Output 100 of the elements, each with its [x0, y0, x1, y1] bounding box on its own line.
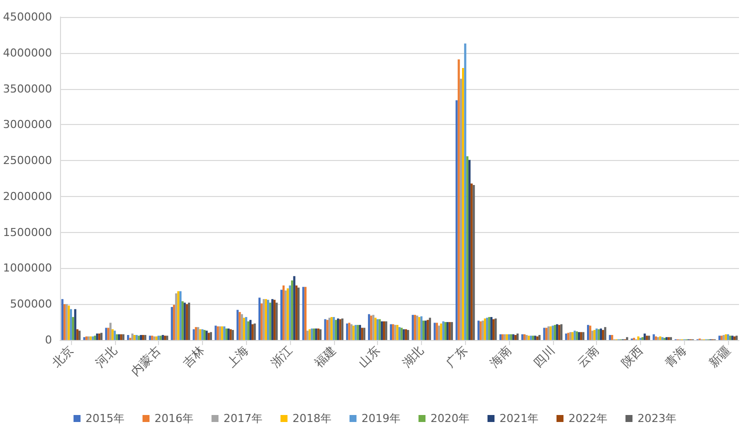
bar — [245, 317, 248, 340]
x-tick-label: 青海 — [662, 343, 690, 370]
bar — [247, 321, 250, 340]
bar — [282, 285, 285, 340]
y-tick-label: 0 — [45, 334, 52, 346]
x-tick-label: 山东 — [356, 343, 383, 370]
y-tick-label: 1500000 — [3, 226, 52, 239]
bar — [602, 330, 604, 340]
x-tick-label: 云南 — [574, 343, 602, 370]
bar — [249, 320, 252, 340]
legend-label: 2017年 — [224, 412, 263, 425]
bar — [468, 160, 471, 340]
bar — [319, 329, 322, 340]
bar — [236, 310, 239, 340]
bar — [499, 334, 502, 340]
bar — [269, 302, 272, 340]
bar — [586, 324, 590, 340]
bar — [484, 318, 486, 340]
y-tick-label: 2000000 — [3, 190, 52, 203]
bar — [532, 336, 534, 340]
bar — [442, 321, 444, 340]
bar — [554, 324, 556, 340]
bar — [172, 304, 176, 340]
bar — [334, 320, 338, 340]
bar — [258, 298, 261, 340]
bar — [74, 309, 76, 340]
bar — [192, 329, 195, 340]
bar — [218, 326, 222, 340]
bar — [358, 324, 362, 340]
bar — [140, 334, 142, 340]
bar — [382, 321, 386, 340]
bar — [271, 299, 274, 340]
bar — [460, 78, 462, 340]
bar — [611, 334, 614, 340]
bar — [733, 336, 736, 340]
bar — [280, 290, 282, 340]
y-tick-label: 3000000 — [3, 118, 52, 132]
bar — [492, 319, 495, 340]
bar — [368, 314, 370, 340]
bar — [438, 326, 440, 340]
bar — [656, 337, 660, 340]
x-tick-label: 陕西 — [618, 343, 646, 370]
bar — [494, 318, 497, 340]
bar — [227, 328, 230, 340]
bar — [385, 321, 388, 340]
bar — [291, 280, 294, 340]
bar — [406, 330, 410, 340]
bar — [422, 320, 425, 340]
bar — [72, 317, 74, 340]
bar — [462, 68, 464, 340]
x-tick-label: 海南 — [487, 343, 514, 370]
bar — [726, 334, 730, 340]
bar — [293, 276, 296, 340]
legend-label: 2021年 — [499, 412, 538, 425]
bar — [242, 318, 246, 340]
x-tick-label: 福建 — [312, 343, 339, 370]
bar — [374, 318, 377, 340]
legend-label: 2022年 — [568, 412, 608, 425]
bar — [604, 327, 606, 340]
bar — [593, 330, 596, 340]
bar — [312, 328, 316, 340]
bar — [131, 334, 134, 340]
bar — [157, 336, 160, 340]
bar — [264, 299, 268, 340]
bar — [547, 326, 550, 340]
bar — [295, 285, 298, 340]
x-tick-label: 河北 — [92, 343, 120, 370]
bar — [508, 334, 510, 340]
bar — [164, 336, 166, 340]
y-tick-label: 1000000 — [3, 262, 52, 275]
bar — [591, 330, 594, 340]
legend-label: 2018年 — [292, 412, 332, 425]
bar — [267, 300, 270, 340]
bar — [328, 318, 331, 340]
bar — [194, 327, 198, 340]
bar — [148, 336, 152, 340]
bar — [718, 336, 721, 340]
bar — [412, 314, 414, 340]
x-tick-label: 湖北 — [399, 343, 426, 370]
bar — [521, 334, 524, 340]
bar — [225, 328, 228, 340]
x-tick-label: 四川 — [530, 343, 558, 370]
bar — [398, 327, 401, 340]
bar — [523, 334, 526, 340]
bar — [203, 330, 206, 340]
bar — [514, 334, 517, 340]
bar — [578, 332, 580, 340]
x-tick-label: 吉林 — [180, 343, 208, 370]
bar — [78, 330, 81, 340]
legend-label: 2019年 — [362, 412, 401, 425]
bar — [288, 285, 292, 340]
legend-label: 2016年 — [154, 412, 194, 425]
bar — [297, 288, 300, 340]
bar — [648, 336, 650, 340]
bar — [390, 324, 392, 340]
bar — [464, 44, 466, 340]
bar — [466, 156, 468, 340]
bar — [352, 326, 355, 340]
bar — [626, 337, 628, 340]
bar — [63, 304, 66, 340]
